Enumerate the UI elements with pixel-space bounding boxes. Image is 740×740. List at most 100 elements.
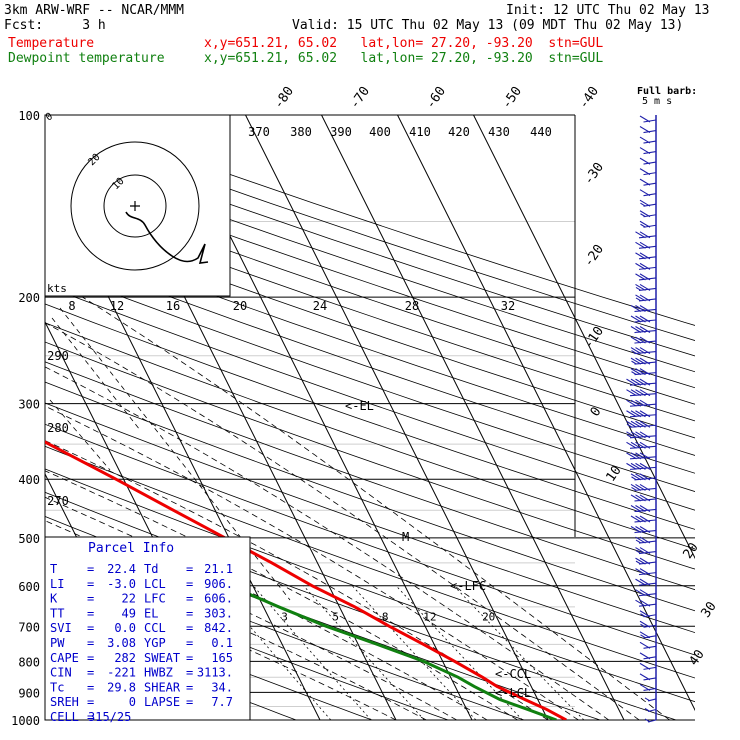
parcel-equals: = (87, 562, 94, 576)
temperature-tick-label: -30 (581, 160, 607, 188)
wind-barb (630, 315, 657, 323)
model-title: 3km ARW-WRF -- NCAR/MMM (4, 3, 185, 18)
dewpoint-legend: Dewpoint temperature (8, 51, 165, 66)
dry-adiabat (45, 249, 695, 474)
parcel-equals: = (87, 695, 94, 709)
ring-axis-label: 290 (47, 349, 69, 363)
wind-barb (639, 210, 657, 218)
wind-barb (635, 241, 657, 249)
parcel-label: Tc (50, 680, 64, 694)
mixing-ratio-label: 12 (423, 610, 436, 623)
wind-barb (639, 662, 657, 670)
speed-axis-label: 20 (233, 299, 247, 313)
pressure-label-300: 300 (18, 398, 40, 412)
wind-barb (626, 431, 657, 439)
dry-adiabat (45, 183, 695, 405)
wind-barb (630, 483, 657, 491)
wind-barb (639, 610, 657, 618)
temperature-profile (45, 440, 567, 720)
parcel-equals: = (186, 592, 193, 606)
parcel-value: 303. (204, 606, 233, 620)
temperature-tick-label: -60 (423, 84, 449, 112)
forecast-hour: Fcst: 3 h (4, 18, 106, 33)
speed-axis-label: 28 (405, 299, 419, 313)
parcel-equals: = (186, 651, 193, 665)
parcel-equals: = (186, 606, 193, 620)
pressure-label-100: 100 (18, 109, 40, 123)
theta-label: 440 (530, 125, 552, 139)
isotherm (0, 115, 16, 720)
wind-barb (630, 526, 657, 534)
pressure-label-700: 700 (18, 620, 40, 634)
wind-barb (635, 294, 657, 302)
wind-barb (635, 283, 657, 291)
el-marker: <-EL (345, 399, 374, 413)
parcel-equals: = (87, 621, 94, 635)
wind-barb (639, 147, 657, 155)
lcl-marker: <-LCL (495, 686, 531, 700)
parcel-equals: = (186, 621, 193, 635)
moist-adiabat (45, 322, 640, 720)
pressure-label-1000: 1000 (11, 714, 40, 728)
parcel-equals: = (186, 666, 193, 680)
dry-adiabat (45, 566, 449, 720)
isotherm (473, 115, 695, 560)
parcel-value: 3.08 (107, 636, 136, 650)
wind-barbs: Full barb:5 m s (626, 86, 697, 723)
parcel-label: HWBZ (144, 666, 173, 680)
hodograph-speed-unit: kts (47, 282, 67, 295)
init-time: Init: 12 UTC Thu 02 May 13 (506, 3, 710, 18)
speed-axis-label: 32 (501, 299, 515, 313)
parcel-label: CIN (50, 666, 72, 680)
speed-axis-label: 16 (166, 299, 180, 313)
parcel-value: 3113. (197, 666, 233, 680)
wind-barb (639, 620, 657, 628)
wind-barb (635, 589, 657, 597)
parcel-label: T (50, 562, 57, 576)
wind-barb (639, 115, 657, 123)
mixing-ratio-label: 20 (482, 610, 495, 623)
parcel-value: 7.7 (211, 695, 233, 709)
wind-barb (635, 578, 657, 586)
pressure-label-500: 500 (18, 532, 40, 546)
parcel-value: 34. (211, 680, 233, 694)
temperature-tick-label: -40 (576, 84, 602, 112)
dry-adiabat (45, 468, 695, 703)
wind-barb (644, 708, 657, 713)
temperature-tick-label: -20 (581, 242, 607, 270)
ring-axis-label: 280 (47, 421, 69, 435)
mixing-ratio-label: 5 (332, 610, 339, 623)
parcel-value: 0.0 (114, 621, 136, 635)
dry-adiabat (45, 232, 695, 456)
parcel-equals: = (87, 651, 94, 665)
parcel-equals: = (186, 577, 193, 591)
wind-barb (639, 631, 657, 639)
wind-barb (639, 199, 657, 207)
dry-adiabat (45, 199, 695, 422)
parcel-info-title: Parcel Info (88, 541, 174, 556)
parcel-value: 29.8 (107, 680, 136, 694)
barb-legend-unit: 5 m s (642, 96, 672, 107)
dewpoint-location: x,y=651.21, 65.02 lat,lon= 27.20, -93.20… (204, 51, 604, 66)
parcel-label: Td (144, 562, 158, 576)
wind-barb (639, 178, 657, 186)
dry-adiabat (45, 267, 695, 492)
wind-barb (635, 547, 657, 555)
wind-barb (635, 231, 657, 239)
dry-adiabat (45, 322, 695, 550)
wind-barb (626, 410, 657, 418)
sounding-profiles (45, 440, 567, 720)
hodograph-ring-outer (70, 141, 200, 271)
wind-barb (630, 336, 657, 344)
temperature-tick-label: 40 (686, 647, 707, 668)
parcel-value: 22.4 (107, 562, 136, 576)
wind-barb (630, 326, 657, 334)
parcel-equals: = (87, 606, 94, 620)
mixing-ratio-label: 8 (382, 610, 389, 623)
wind-barb (644, 718, 657, 723)
barb-legend: Full barb: (637, 86, 697, 97)
dry-adiabat (45, 381, 695, 612)
parcel-label: LCL (144, 577, 166, 591)
parcel-value: 606. (204, 592, 233, 606)
pressure-label-600: 600 (18, 580, 40, 594)
